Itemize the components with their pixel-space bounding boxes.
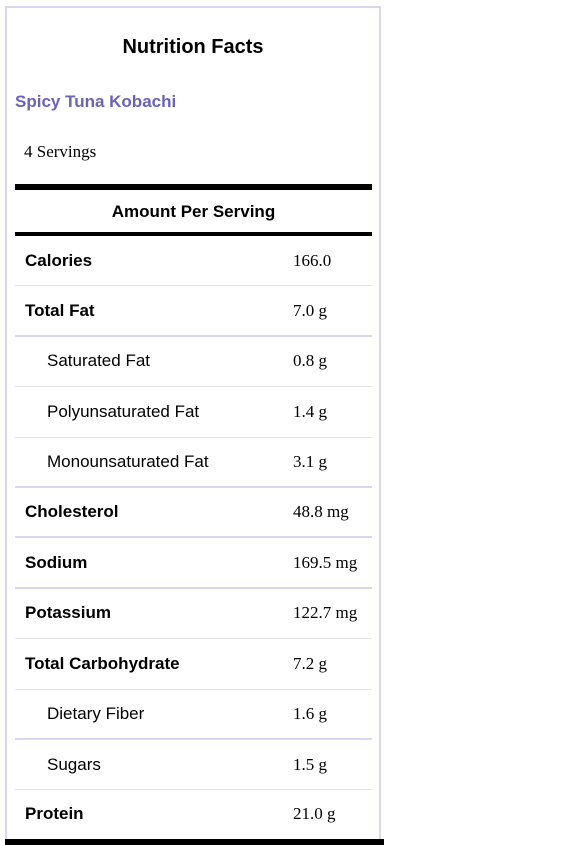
nutrient-value: 3.1 g [293,451,327,471]
nutrient-row-dietary-fiber: Dietary Fiber 1.6 g [15,690,372,740]
nutrient-row-potassium: Potassium 122.7 mg [15,589,372,640]
recipe-name: Spicy Tuna Kobachi [15,92,177,111]
nutrient-value: 7.2 g [293,653,327,673]
bottom-divider [5,839,384,845]
nutrient-row-polyunsaturated-fat: Polyunsaturated Fat 1.4 g [15,387,372,438]
nutrient-label: Saturated Fat [47,351,151,371]
amount-per-serving-header: Amount Per Serving [111,202,276,221]
nutrient-label: Protein [25,804,84,824]
nutrient-table: Calories 166.0 Total Fat 7.0 g Saturated… [15,236,372,841]
nutrient-label: Polyunsaturated Fat [47,401,200,421]
nutrient-row-calories: Calories 166.0 [15,236,372,287]
nutrient-value: 1.5 g [293,754,327,774]
nutrient-label: Dietary Fiber [47,703,145,723]
nutrient-row-sugars: Sugars 1.5 g [15,740,372,791]
nutrient-label: Total Fat [25,300,95,320]
nutrient-label: Cholesterol [25,502,119,522]
nutrient-value: 0.8 g [293,351,327,371]
nutrition-facts-title: Nutrition Facts [122,36,264,58]
nutrient-row-total-carbohydrate: Total Carbohydrate 7.2 g [15,639,372,690]
nutrient-label: Monounsaturated Fat [47,451,209,471]
nutrient-value: 21.0 g [293,804,336,824]
nutrient-label: Sugars [47,754,101,774]
header-divider [15,232,372,236]
nutrient-row-monounsaturated-fat: Monounsaturated Fat 3.1 g [15,438,372,488]
servings-count: 4 Servings [24,142,97,161]
nutrient-value: 166.0 [293,250,332,270]
nutrient-value: 169.5 mg [293,552,358,572]
nutrient-value: 122.7 mg [293,603,358,623]
nutrient-value: 1.6 g [293,703,327,723]
nutrient-label: Calories [25,250,93,270]
nutrient-row-protein: Protein 21.0 g [15,790,372,841]
nutrient-row-saturated-fat: Saturated Fat 0.8 g [15,337,372,388]
nutrient-row-sodium: Sodium 169.5 mg [15,538,372,589]
nutrient-row-total-fat: Total Fat 7.0 g [15,286,372,337]
nutrient-row-cholesterol: Cholesterol 48.8 mg [15,488,372,539]
nutrient-label: Potassium [25,603,111,623]
thick-divider [15,184,372,190]
nutrient-label: Total Carbohydrate [25,653,180,673]
nutrient-label: Sodium [25,552,88,572]
nutrient-value: 48.8 mg [293,502,349,522]
nutrient-value: 7.0 g [293,300,327,320]
nutrient-value: 1.4 g [293,401,327,421]
nutrition-facts-panel: Nutrition Facts Spicy Tuna Kobachi 4 Ser… [5,6,381,845]
